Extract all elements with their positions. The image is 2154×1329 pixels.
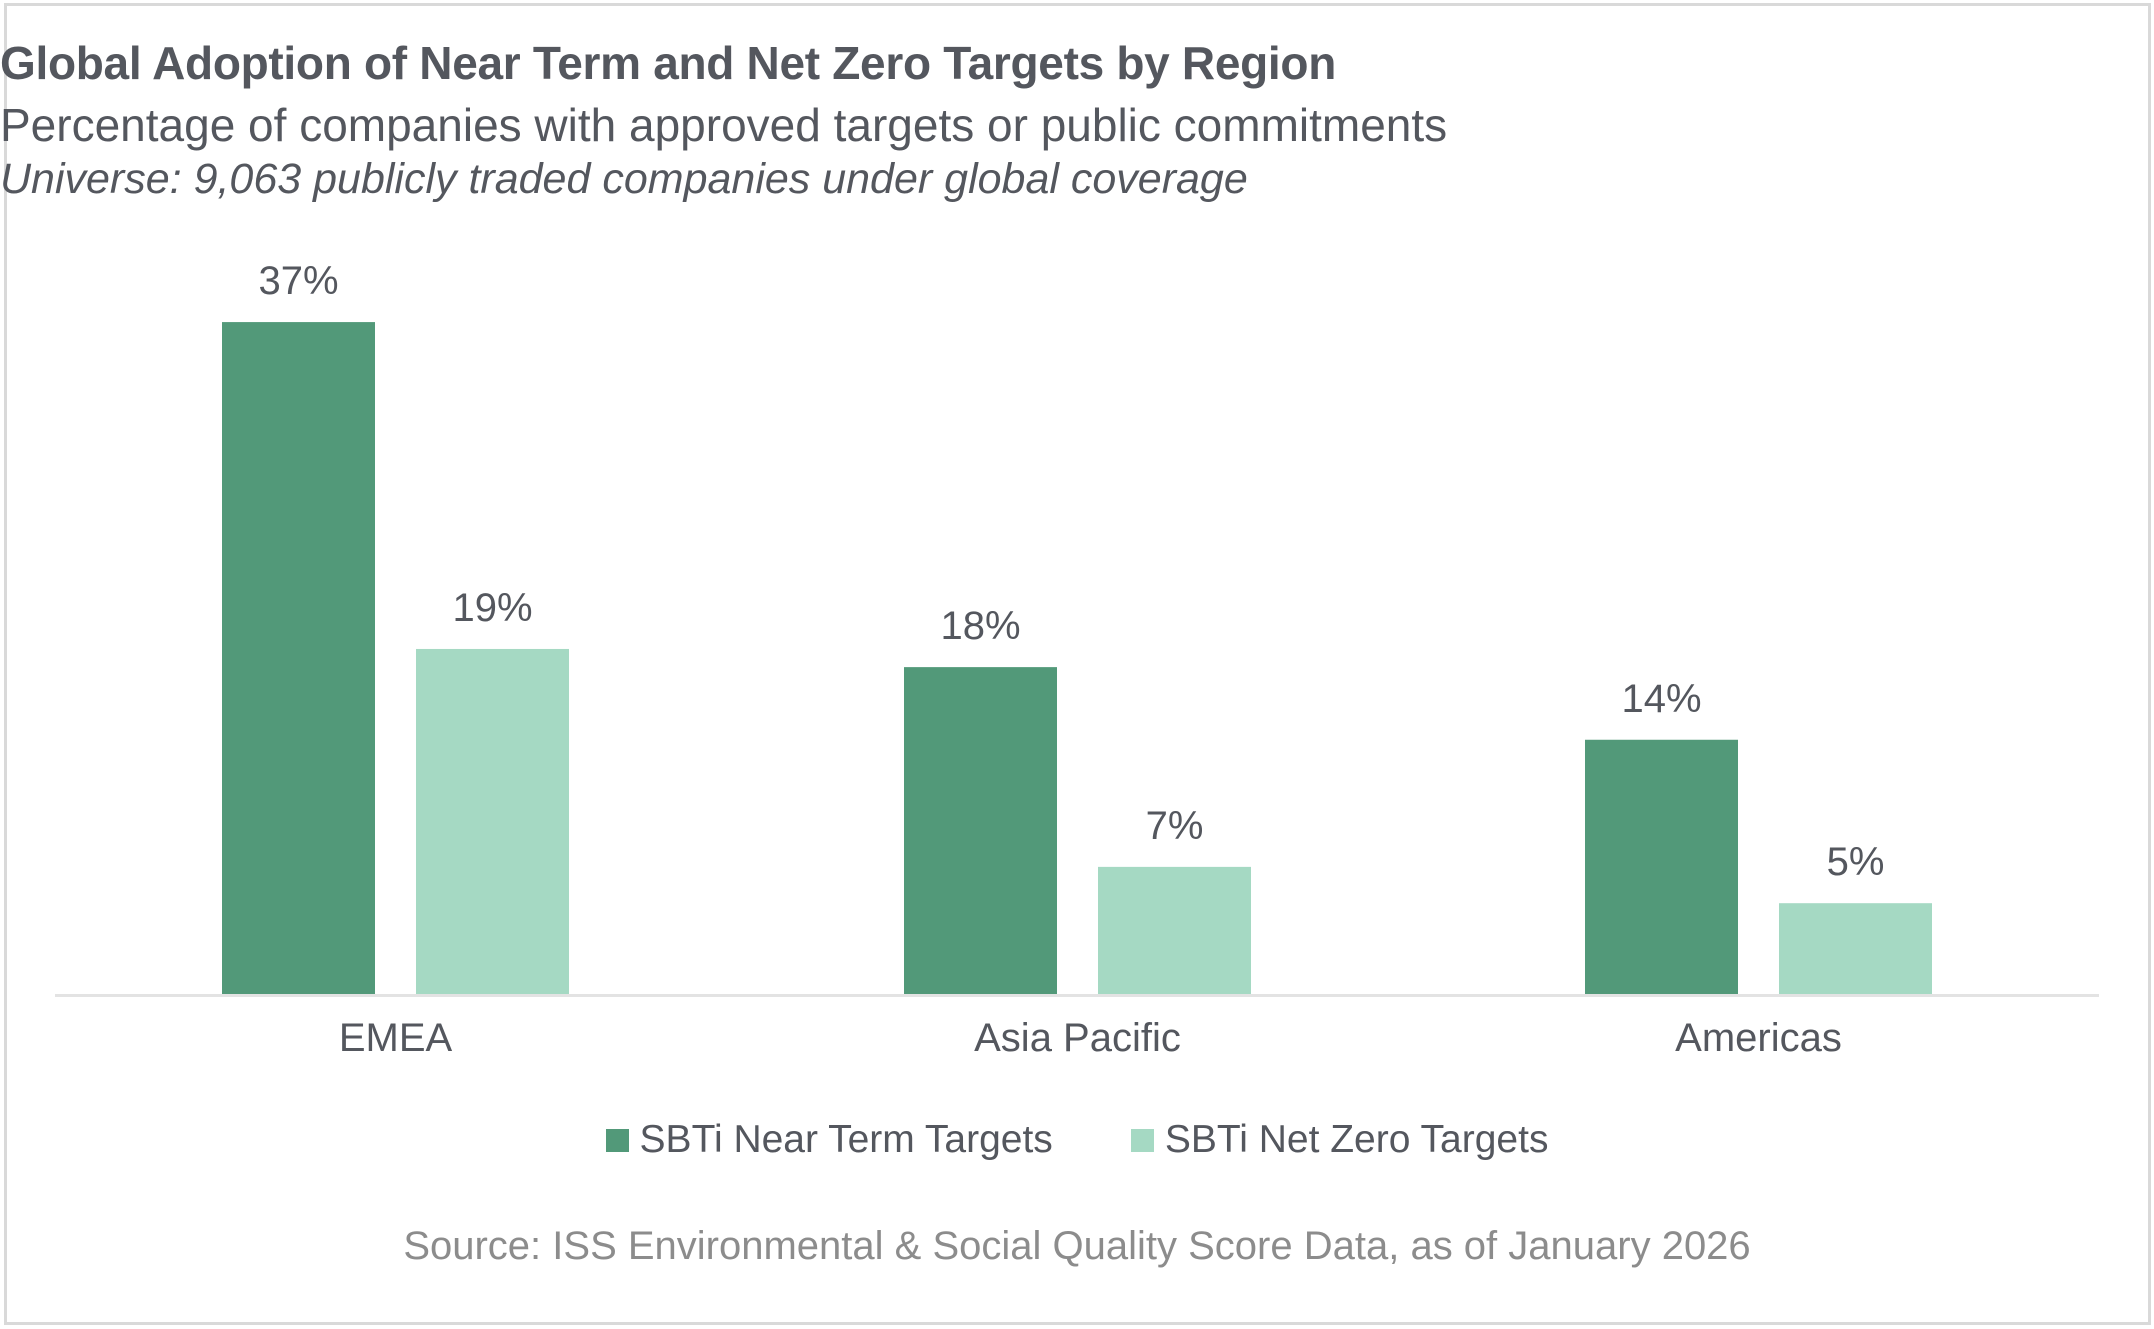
- data-label: 14%: [1621, 677, 1701, 721]
- legend-label-near-term: SBTi Near Term Targets: [639, 1118, 1053, 1161]
- bar-americas-near-term: [1585, 739, 1738, 994]
- chart-subtitle: Percentage of companies with approved ta…: [0, 99, 1448, 151]
- legend-label-net-zero: SBTi Net Zero Targets: [1164, 1118, 1549, 1161]
- legend-item-net-zero: SBTi Net Zero Targets: [1130, 1118, 1549, 1162]
- x-tick-label: Asia Pacific: [974, 1016, 1181, 1060]
- x-tick-label: EMEA: [339, 1016, 453, 1060]
- source-note: Source: ISS Environmental & Social Quali…: [403, 1224, 1751, 1268]
- data-label: 7%: [1146, 804, 1204, 848]
- chart-title: Global Adoption of Near Term and Net Zer…: [0, 37, 1336, 89]
- chart-universe-note: Universe: 9,063 publicly traded companie…: [0, 155, 1248, 203]
- data-label: 37%: [258, 259, 338, 303]
- data-label: 18%: [940, 604, 1020, 648]
- bar-emea-near-term: [222, 322, 375, 995]
- legend-swatch-net-zero: [1130, 1128, 1154, 1152]
- bar-asia-pacific-near-term: [904, 667, 1057, 994]
- legend-swatch-near-term: [605, 1128, 629, 1152]
- x-tick-label: Americas: [1675, 1016, 1842, 1060]
- data-label: 19%: [452, 586, 532, 630]
- legend: SBTi Near Term Targets SBTi Net Zero Tar…: [0, 1118, 2154, 1162]
- data-label: 5%: [1827, 840, 1885, 884]
- legend-item-near-term: SBTi Near Term Targets: [605, 1118, 1053, 1162]
- bar-asia-pacific-net-zero: [1098, 866, 1251, 994]
- bar-emea-net-zero: [416, 648, 569, 994]
- bar-americas-net-zero: [1779, 903, 1932, 994]
